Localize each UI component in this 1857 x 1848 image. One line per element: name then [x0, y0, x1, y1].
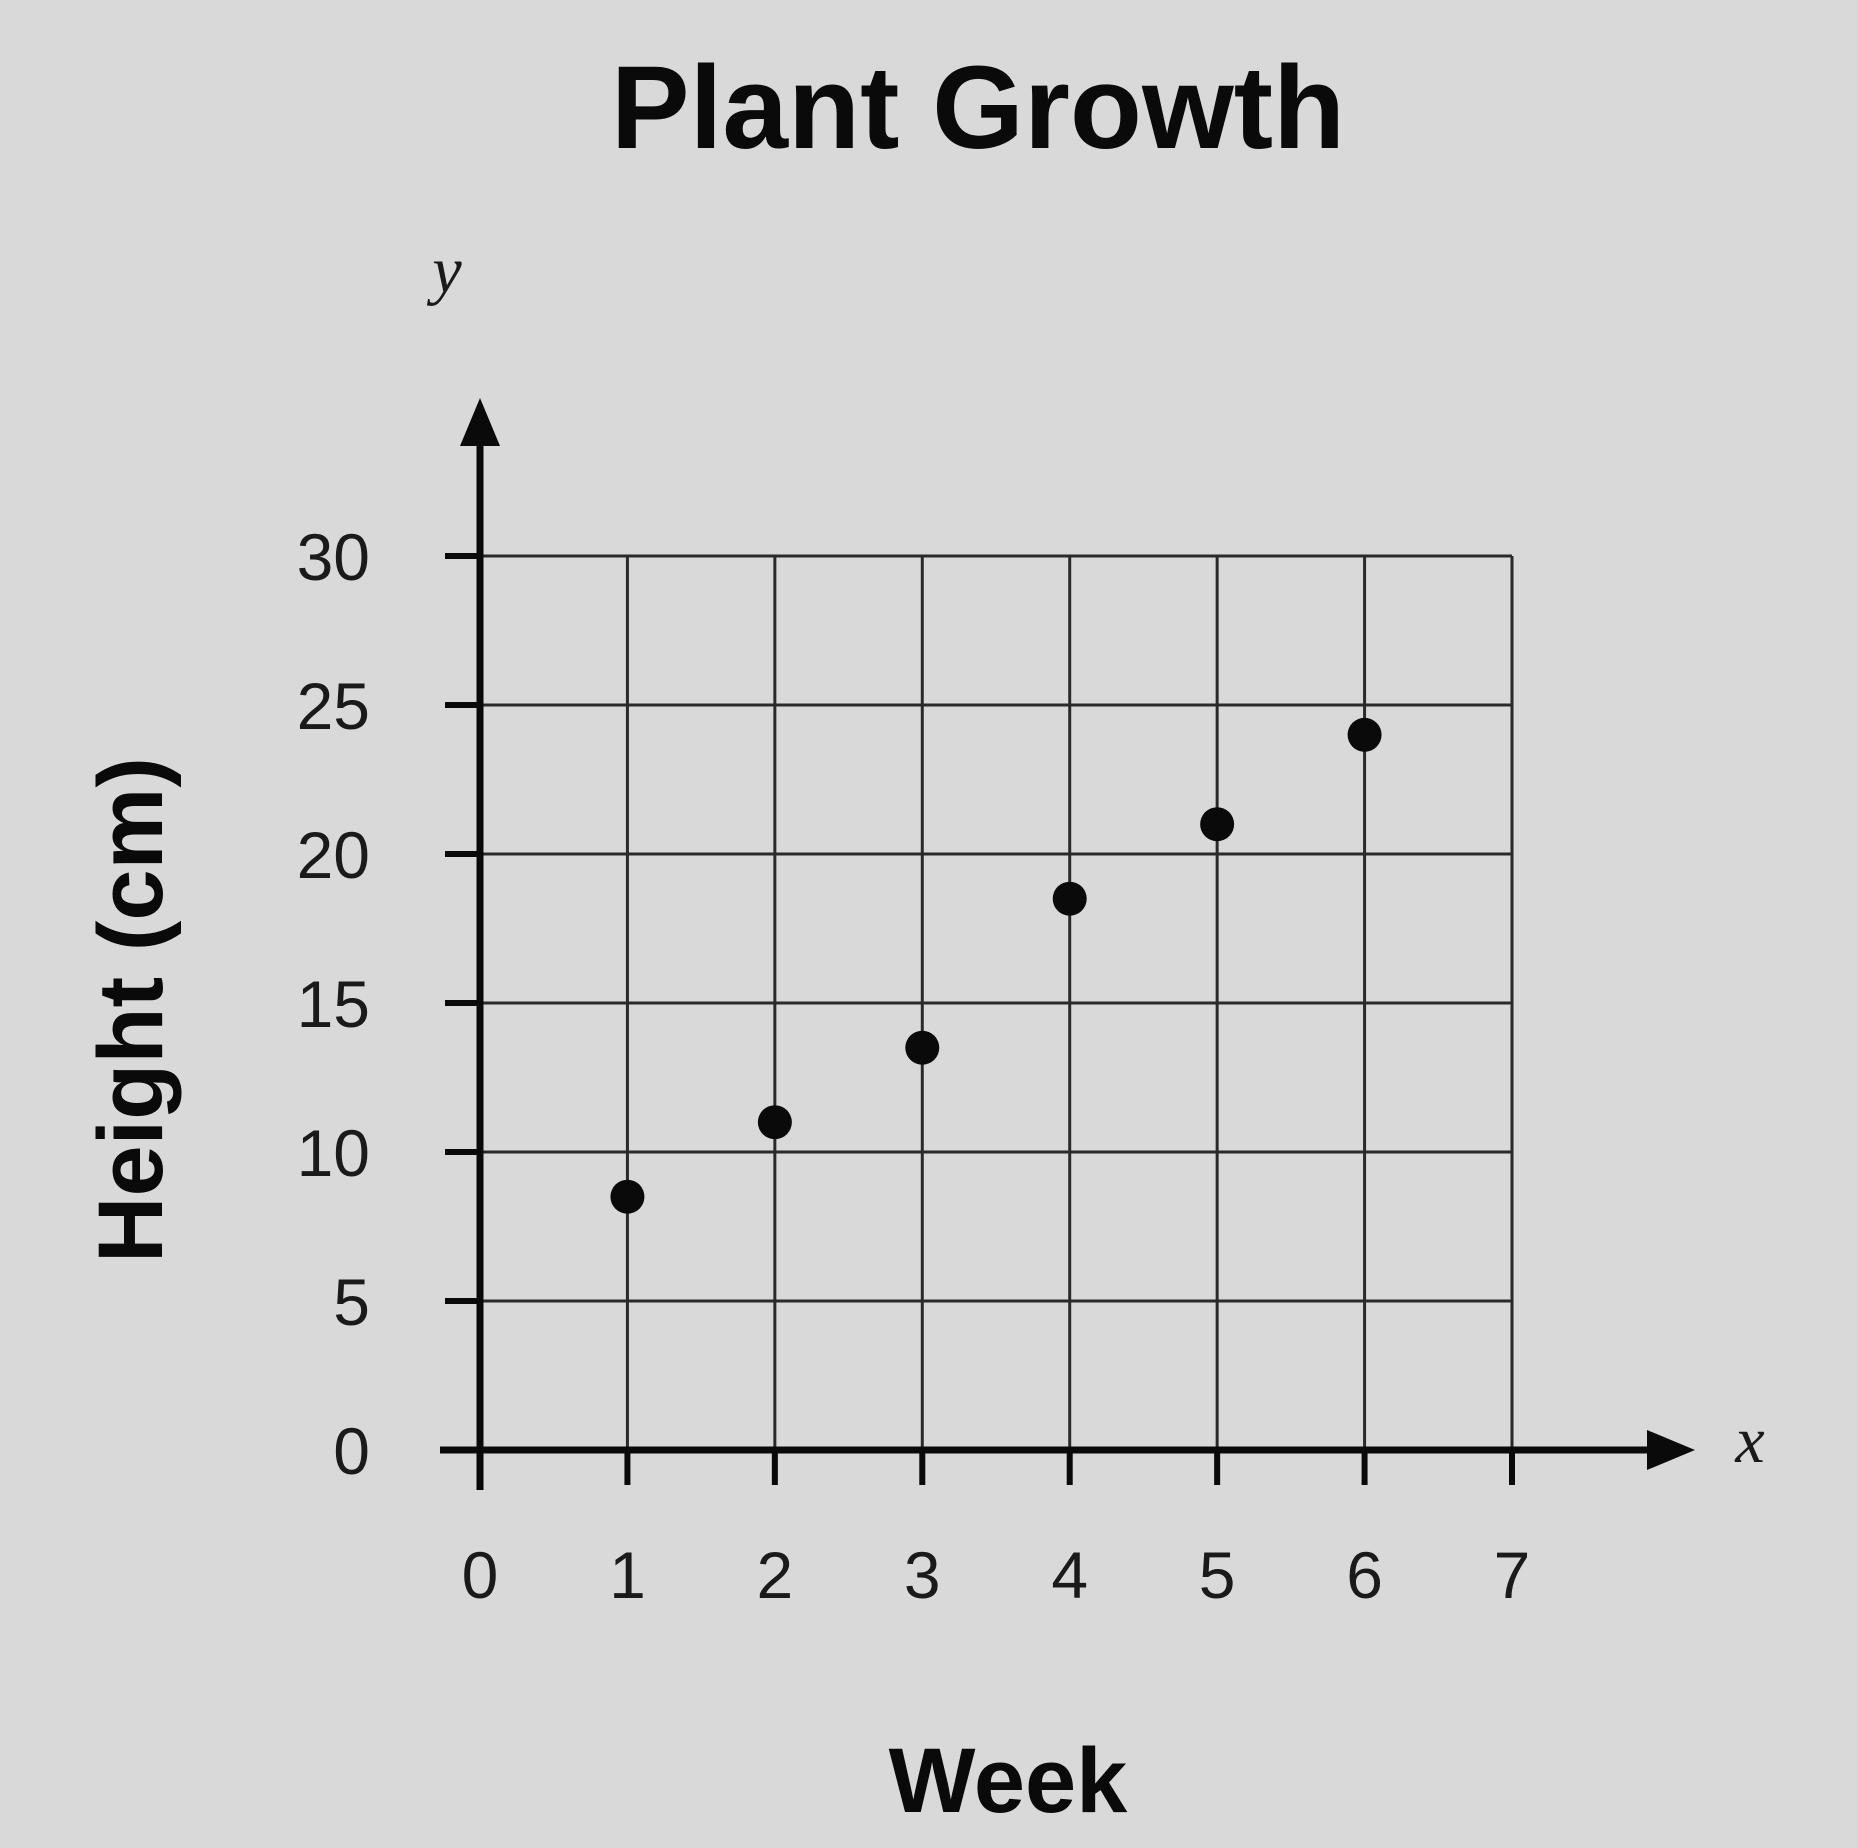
x-tick-label: 5 — [1199, 1538, 1236, 1612]
x-tick-label: 4 — [1051, 1538, 1088, 1612]
x-axis-letter: x — [1734, 1404, 1764, 1477]
y-axis-letter: y — [426, 234, 462, 307]
ticks: 0 1 2 3 4 5 6 7 0 5 10 15 20 25 30 — [297, 520, 1531, 1612]
x-tick-label: 1 — [609, 1538, 646, 1612]
y-tick-label: 0 — [333, 1414, 370, 1488]
y-tick-label: 10 — [297, 1116, 370, 1190]
x-tick-label: 3 — [904, 1538, 941, 1612]
data-point — [610, 1179, 645, 1214]
data-point — [757, 1105, 792, 1140]
x-tick-label: 6 — [1346, 1538, 1383, 1612]
y-tick-label: 5 — [333, 1265, 370, 1339]
data-point — [1052, 881, 1087, 916]
x-tick-label: 2 — [756, 1538, 793, 1612]
data-points — [610, 717, 1382, 1214]
data-point — [1200, 807, 1235, 842]
x-axis-arrow — [1647, 1430, 1695, 1470]
y-tick-label: 15 — [297, 967, 370, 1041]
data-point — [1347, 717, 1382, 752]
y-tick-label: 20 — [297, 818, 370, 892]
y-axis-arrow — [460, 398, 500, 446]
axes — [440, 398, 1695, 1490]
y-tick-label: 30 — [297, 520, 370, 594]
grid — [450, 554, 1514, 1450]
x-tick-label: 7 — [1494, 1538, 1531, 1612]
data-point — [905, 1030, 940, 1065]
y-tick-label: 25 — [297, 669, 370, 743]
chart-title: Plant Growth — [611, 42, 1345, 174]
y-axis-label: Height (cm) — [80, 757, 182, 1263]
x-axis-label: Week — [889, 1730, 1129, 1832]
x-tick-label: 0 — [462, 1538, 499, 1612]
